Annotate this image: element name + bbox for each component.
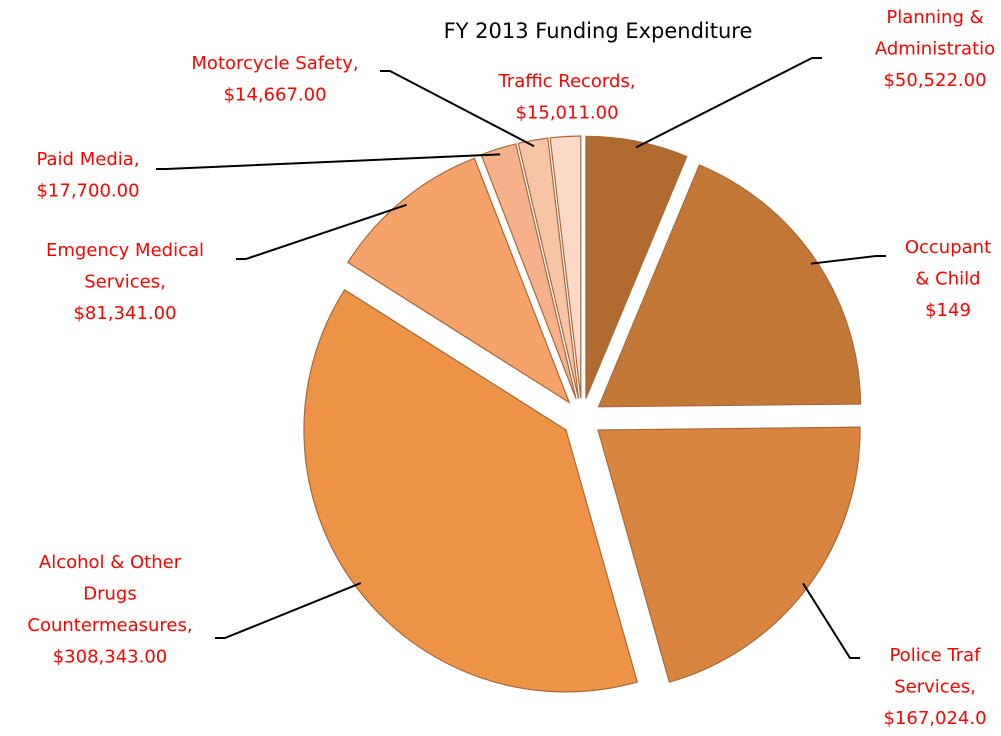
data-label-value: $167,024.0 xyxy=(883,708,986,729)
leader-line xyxy=(215,582,362,639)
data-label: Traffic Records, xyxy=(497,71,635,92)
pie-slice xyxy=(585,135,688,399)
data-label: Police Traf xyxy=(889,645,981,666)
pie-slice xyxy=(517,137,580,399)
leader-line xyxy=(810,255,886,265)
leader-line xyxy=(802,582,860,659)
data-label: Motorcycle Safety, xyxy=(191,53,358,74)
data-label-value: $17,700.00 xyxy=(36,181,139,202)
data-label-value: $14,667.00 xyxy=(223,85,326,106)
data-label-value: $50,522.00 xyxy=(883,70,986,91)
data-label: & Child xyxy=(915,269,980,290)
pie-slice xyxy=(549,135,582,399)
data-label-value: $15,011.00 xyxy=(515,103,618,124)
data-label-value: $308,343.00 xyxy=(53,647,168,668)
data-label: Drugs xyxy=(83,584,136,605)
leader-line xyxy=(380,70,535,148)
leader-line xyxy=(156,153,501,170)
data-label: Services, xyxy=(84,272,166,293)
data-label: Planning & xyxy=(886,7,983,28)
leader-line xyxy=(236,203,407,260)
data-label: Administratio xyxy=(875,39,995,60)
pie-slice xyxy=(597,164,862,408)
data-label: Emgency Medical xyxy=(46,240,204,261)
pie-slice xyxy=(347,157,571,405)
data-label: Paid Media, xyxy=(36,149,139,170)
data-label-value: $81,341.00 xyxy=(73,303,176,324)
chart-title: FY 2013 Funding Expenditure xyxy=(444,19,753,43)
pie-slice xyxy=(597,426,861,683)
data-label: Countermeasures, xyxy=(27,615,192,636)
data-label: Occupant xyxy=(905,237,991,258)
leader-line xyxy=(635,57,822,149)
data-label: Alcohol & Other xyxy=(39,552,182,573)
data-label: Services, xyxy=(894,677,976,698)
pie-slice xyxy=(303,288,639,693)
data-label-value: $149 xyxy=(925,300,971,321)
